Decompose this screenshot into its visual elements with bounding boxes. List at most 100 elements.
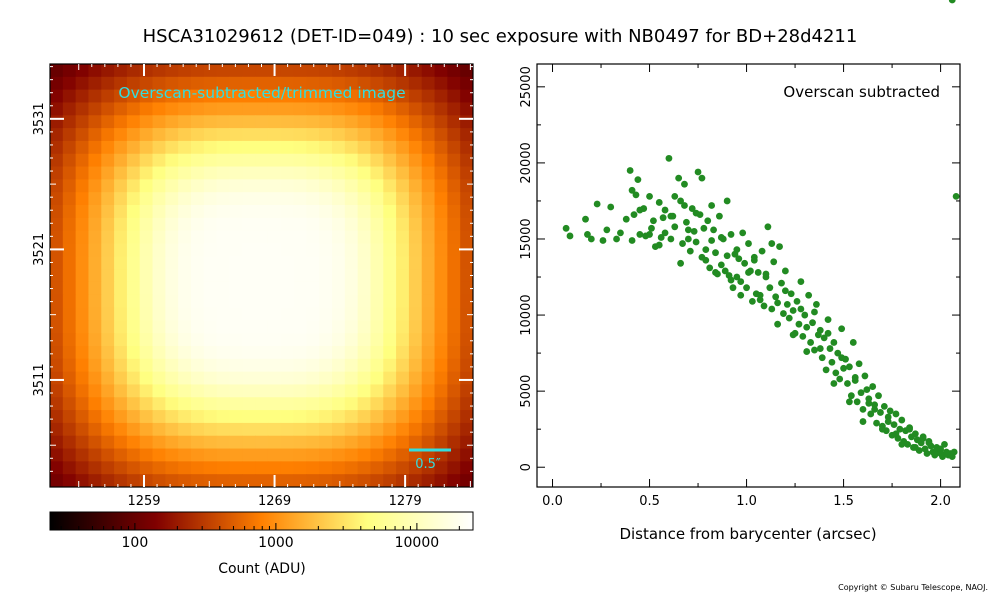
heatmap-pixel bbox=[255, 205, 269, 219]
heatmap-pixel bbox=[165, 269, 179, 283]
heatmap-pixel bbox=[255, 346, 269, 360]
heatmap-pixel bbox=[191, 397, 205, 411]
heatmap-pixel bbox=[203, 307, 218, 321]
heatmap-pixel bbox=[203, 128, 218, 142]
heatmap-pixel bbox=[383, 153, 397, 168]
heatmap-pixel bbox=[114, 217, 128, 232]
heatmap-pixel bbox=[255, 64, 269, 78]
heatmap-pixel bbox=[191, 192, 205, 206]
heatmap-pixel bbox=[152, 410, 166, 424]
heatmap-pixel bbox=[267, 371, 282, 385]
heatmap-pixel bbox=[165, 140, 179, 155]
heatmap-pixel bbox=[408, 243, 423, 257]
heatmap-pixel bbox=[370, 179, 384, 193]
scatter-point bbox=[886, 407, 894, 415]
heatmap-pixel bbox=[152, 166, 166, 180]
heatmap-pixel bbox=[216, 89, 230, 103]
heatmap-pixel bbox=[383, 358, 397, 373]
heatmap-pixel bbox=[126, 64, 141, 78]
heatmap-pixel bbox=[62, 410, 77, 424]
heatmap-pixel bbox=[88, 217, 102, 232]
heatmap-pixel bbox=[165, 307, 179, 321]
heatmap-pixel bbox=[114, 281, 128, 296]
scatter-point bbox=[952, 192, 960, 200]
heatmap-pixel bbox=[88, 128, 102, 142]
heatmap-pixel bbox=[344, 435, 359, 450]
scatter-point bbox=[683, 218, 690, 226]
heatmap-pixel bbox=[434, 166, 448, 180]
heatmap-pixel bbox=[319, 115, 333, 129]
heatmap-pixel bbox=[306, 64, 320, 78]
heatmap-pixel bbox=[242, 128, 256, 142]
heatmap-pixel bbox=[75, 358, 89, 373]
heatmap-pixel bbox=[242, 153, 256, 168]
heatmap-pixel bbox=[344, 205, 359, 219]
heatmap-pixel bbox=[75, 320, 89, 334]
heatmap-pixel bbox=[344, 256, 359, 270]
scatter-point bbox=[809, 319, 816, 327]
heatmap-pixel bbox=[216, 397, 230, 411]
heatmap-pixel bbox=[114, 153, 128, 168]
heatmap-pixel bbox=[50, 217, 64, 232]
heatmap-pixel bbox=[101, 192, 115, 206]
heatmap-pixel bbox=[242, 256, 256, 270]
heatmap-pixel bbox=[114, 140, 128, 155]
heatmap-pixel bbox=[178, 89, 192, 103]
heatmap-pixel bbox=[421, 320, 436, 334]
heatmap-pixel bbox=[421, 153, 436, 168]
heatmap-pixel bbox=[50, 397, 64, 411]
heatmap-pixel bbox=[370, 269, 384, 283]
heatmap-pixel bbox=[434, 294, 448, 309]
heatmap-pixel bbox=[126, 371, 141, 385]
heatmap-pixel bbox=[191, 76, 205, 91]
heatmap-pixel bbox=[191, 384, 205, 398]
heatmap-pixel bbox=[434, 140, 448, 155]
heatmap-pixel bbox=[216, 281, 230, 296]
heatmap-pixel bbox=[165, 217, 179, 232]
heatmap-pixel bbox=[178, 397, 192, 411]
heatmap-pixel bbox=[447, 333, 461, 347]
heatmap-pixel bbox=[267, 140, 282, 155]
heatmap-pixel bbox=[280, 256, 295, 270]
heatmap-pixel bbox=[62, 294, 77, 309]
heatmap-pixel bbox=[242, 281, 256, 296]
heatmap-pixel bbox=[370, 166, 384, 180]
scatter-point bbox=[727, 231, 735, 238]
heatmap-pixel bbox=[344, 230, 359, 244]
heatmap-pixel bbox=[126, 410, 141, 424]
heatmap-pixel bbox=[293, 346, 307, 360]
heatmap-pixel bbox=[396, 333, 410, 347]
heatmap-pixel bbox=[165, 166, 179, 180]
heatmap-pixel bbox=[319, 89, 333, 103]
heatmap-pixel bbox=[421, 217, 436, 232]
heatmap-pixel bbox=[460, 192, 474, 206]
heatmap-pixel bbox=[447, 346, 461, 360]
heatmap-pixel bbox=[344, 89, 359, 103]
scatter-point bbox=[723, 197, 731, 205]
scatter-x-tick-labels: 0.0 0.5 1.0 1.5 2.0 bbox=[542, 494, 951, 509]
heatmap-pixel bbox=[306, 410, 320, 424]
heatmap-pixel bbox=[434, 307, 448, 321]
heatmap-pixel bbox=[280, 384, 295, 398]
heatmap-pixel bbox=[178, 410, 192, 424]
heatmap-pixel bbox=[280, 140, 295, 155]
heatmap-pixel bbox=[50, 371, 64, 385]
heatmap-pixel bbox=[447, 397, 461, 411]
heatmap-pixel bbox=[216, 205, 230, 219]
heatmap-pixel bbox=[344, 64, 359, 78]
heatmap-pixel bbox=[101, 153, 115, 168]
heatmap-pixel bbox=[357, 230, 371, 244]
profile-panel: 0.0 0.5 1.0 1.5 2.0 0 5000 10000 15000 20000 2500… bbox=[519, 0, 961, 543]
heatmap-pixel bbox=[434, 153, 448, 168]
heatmap-pixel bbox=[62, 217, 77, 232]
heatmap-pixel bbox=[255, 230, 269, 244]
heatmap-pixel bbox=[383, 205, 397, 219]
heatmap-pixel bbox=[152, 153, 166, 168]
scale-bar-label: 0.5″ bbox=[415, 457, 441, 472]
heatmap-pixel bbox=[293, 166, 307, 180]
heatmap-pixel bbox=[357, 410, 371, 424]
heatmap-pixel bbox=[75, 64, 89, 78]
heatmap-pixel bbox=[178, 243, 192, 257]
scatter-point bbox=[863, 386, 871, 394]
scatter-point bbox=[878, 425, 886, 433]
